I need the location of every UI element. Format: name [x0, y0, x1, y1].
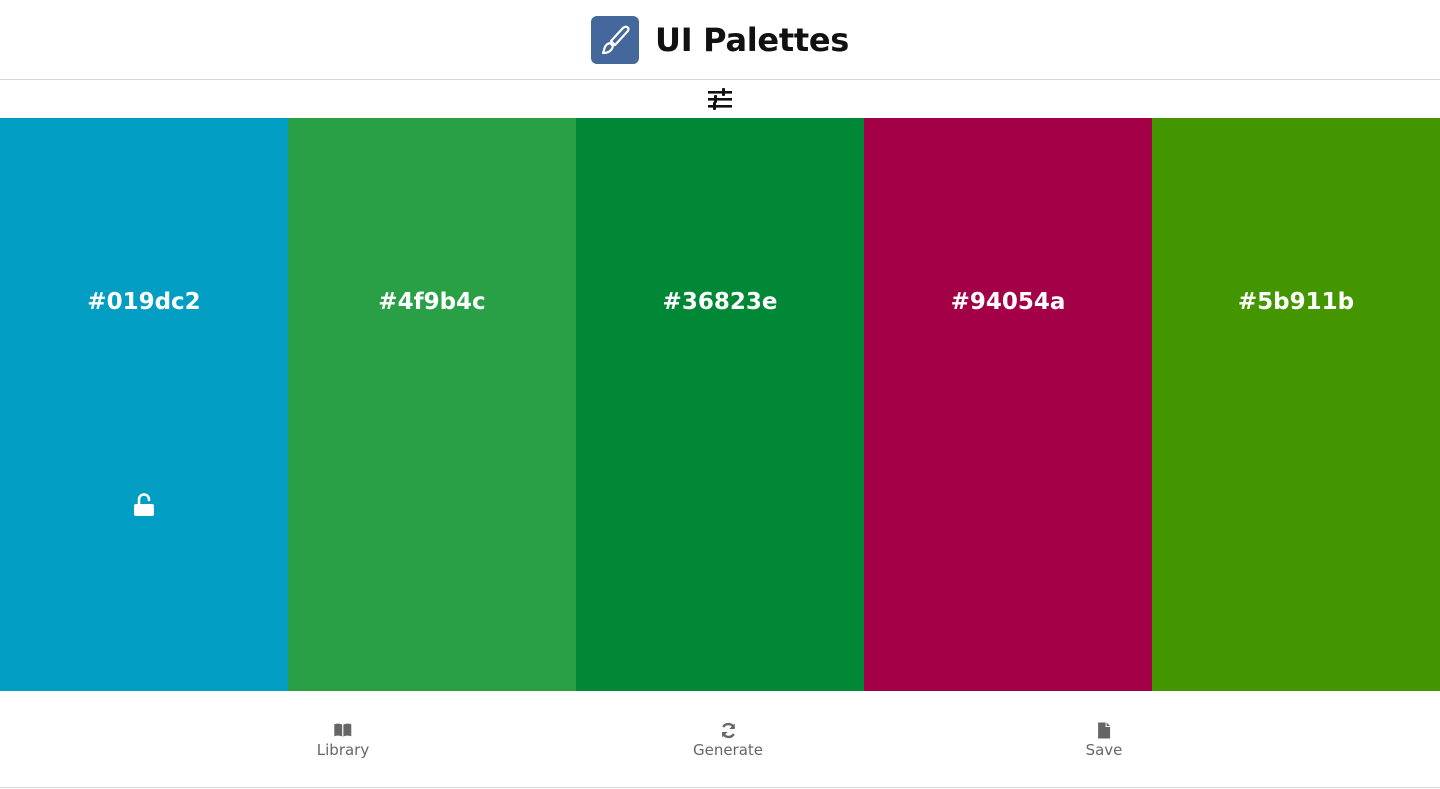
save-label: Save	[1085, 741, 1123, 759]
hex-code-label[interactable]: #019dc2	[87, 289, 201, 315]
hex-code-label[interactable]: #4f9b4c	[378, 289, 486, 315]
color-swatch[interactable]: #94054a	[864, 118, 1152, 691]
app-title: UI Palettes	[655, 20, 849, 59]
sliders-icon	[708, 88, 732, 110]
library-button[interactable]: Library	[317, 721, 369, 759]
app-header: UI Palettes	[0, 0, 1440, 80]
unlock-icon	[134, 493, 154, 516]
color-swatch[interactable]: #019dc2	[0, 118, 288, 691]
save-button[interactable]: Save	[1085, 721, 1123, 759]
file-icon	[1095, 721, 1113, 739]
generate-button[interactable]: Generate	[693, 721, 763, 759]
hex-code-label[interactable]: #36823e	[662, 289, 778, 315]
paintbrush-icon	[601, 25, 630, 54]
lock-toggle-button[interactable]	[130, 491, 158, 519]
library-label: Library	[316, 741, 370, 759]
book-icon	[334, 721, 352, 739]
adjust-settings-button[interactable]	[704, 83, 736, 115]
toolbar	[0, 80, 1440, 118]
hex-code-label[interactable]: #94054a	[950, 289, 1066, 315]
color-swatch[interactable]: #4f9b4c	[288, 118, 576, 691]
refresh-icon	[719, 721, 737, 739]
hex-code-label[interactable]: #5b911b	[1237, 289, 1355, 315]
color-swatch[interactable]: #36823e	[576, 118, 864, 691]
palette: #019dc2 #4f9b4c #36823e #94054a #5b911b	[0, 118, 1440, 691]
generate-label: Generate	[692, 741, 764, 759]
app-logo	[591, 15, 640, 64]
color-swatch[interactable]: #5b911b	[1152, 118, 1440, 691]
bottom-navigation: Library Generate Save	[0, 691, 1440, 788]
